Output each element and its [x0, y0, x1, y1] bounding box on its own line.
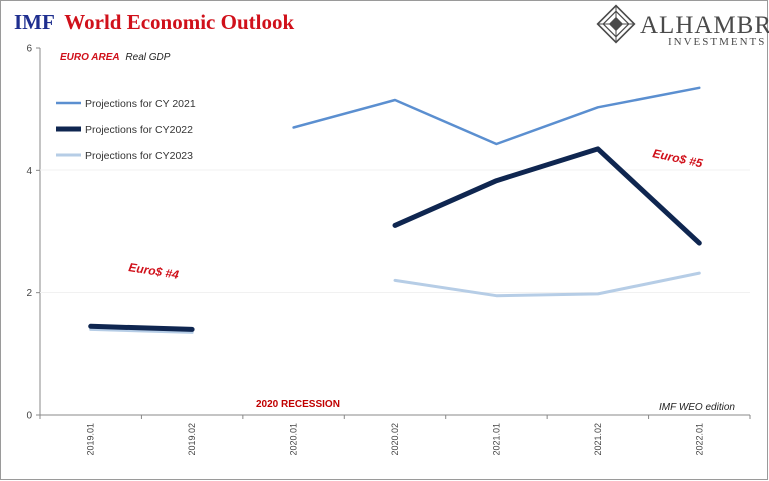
y-tick-label-1: 2 [26, 288, 32, 299]
title-weo: World Economic Outlook [64, 10, 294, 34]
x-tick-label-4: 2021.01 [491, 423, 501, 456]
y-tick-label-0: 0 [26, 411, 32, 422]
y-tick-label-2: 4 [26, 166, 32, 177]
axes [39, 48, 750, 416]
series-line-2-segment-0 [89, 327, 194, 334]
x-tick-label-6: 2022.01 [694, 423, 704, 456]
series-lines [88, 86, 702, 334]
logo-name: ALHAMBRA [640, 12, 769, 39]
alhambra-diamond-icon [596, 4, 636, 44]
annotation-edition: IMF WEO edition [659, 402, 735, 413]
subtitle-region: EURO AREA [60, 52, 120, 63]
y-tick-label-3: 6 [26, 44, 32, 55]
series-line-1-segment-0 [88, 323, 195, 332]
title-imf: IMF [14, 10, 55, 34]
alhambra-logo: ALHAMBRA INVESTMENTS [596, 4, 769, 48]
legend-label-cy2023: Projections for CY2023 [85, 150, 193, 162]
legend-item-cy2022: Projections for CY2022 [56, 124, 193, 136]
x-tick-label-2: 2020.01 [289, 423, 299, 456]
x-tick-labels: 2019.01 2019.02 2020.01 2020.02 2021.01 2021.… [39, 415, 751, 456]
legend-label-cy2021: Projections for CY 2021 [85, 98, 196, 110]
series-line-2-segment-1 [393, 271, 701, 298]
series-line-1-segment-1 [392, 146, 702, 246]
series-line-0-segment-0 [292, 86, 701, 146]
legend-label-cy2022: Projections for CY2022 [85, 124, 193, 136]
x-tick-label-5: 2021.02 [593, 423, 603, 456]
x-tick-label-3: 2020.02 [390, 423, 400, 456]
legend-item-cy2023: Projections for CY2023 [56, 150, 193, 162]
chart-subtitle: EURO AREA Real GDP [60, 52, 171, 63]
chart-title: IMF World Economic Outlook [14, 10, 294, 34]
x-tick-label-0: 2019.01 [86, 423, 96, 456]
legend: Projections for CY 2021 Projections for … [56, 98, 196, 162]
logo-sub: INVESTMENTS [668, 36, 766, 48]
legend-item-cy2021: Projections for CY 2021 [56, 98, 196, 110]
y-tick-labels: 0 2 4 6 [26, 44, 40, 422]
x-tick-label-1: 2019.02 [187, 423, 197, 456]
subtitle-measure: Real GDP [125, 52, 170, 63]
annotation-recession: 2020 RECESSION [256, 399, 340, 410]
